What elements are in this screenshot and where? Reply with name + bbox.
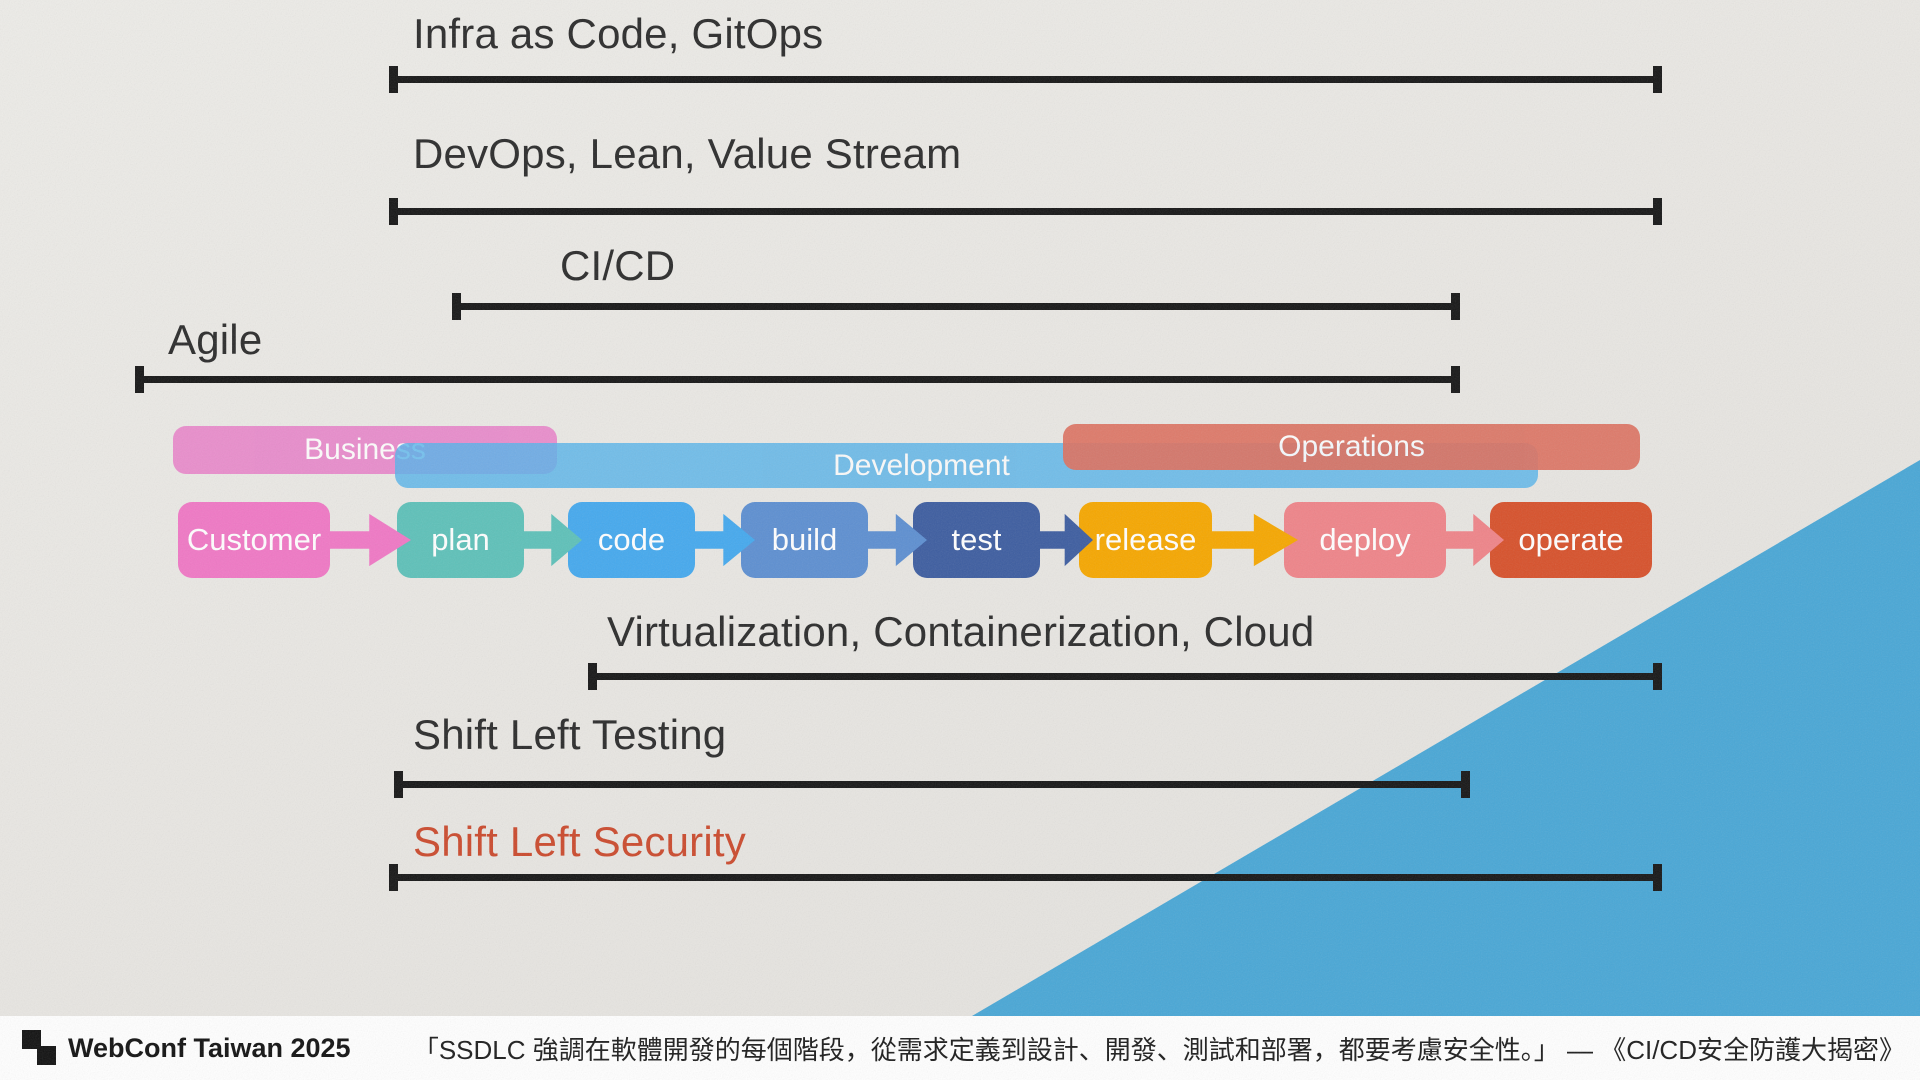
pipeline-stage-customer: Customer — [178, 502, 330, 578]
span-label: Infra as Code, GitOps — [413, 10, 824, 57]
pipeline-stage-deploy: deploy — [1284, 502, 1446, 578]
arrow-shape — [689, 513, 755, 567]
arrow-right-icon — [862, 513, 927, 567]
band-operations: Operations — [1063, 424, 1640, 470]
arrow-right-icon — [324, 513, 411, 567]
bracket-line — [137, 376, 1458, 383]
bracket-line — [391, 874, 1660, 881]
span-bracket — [135, 366, 1460, 393]
arrow-shape — [1440, 513, 1504, 567]
arrow-right-icon — [1440, 513, 1504, 567]
webconf-logo-icon — [20, 1028, 60, 1068]
pipeline-stage-operate: operate — [1490, 502, 1652, 578]
span-label: CI/CD — [560, 242, 676, 289]
arrow-right-icon — [689, 513, 755, 567]
arrow-shape — [862, 513, 927, 567]
arrow-shape — [1034, 513, 1093, 567]
span-bracket — [389, 198, 1662, 225]
span-bracket — [389, 66, 1662, 93]
bracket-line — [396, 781, 1468, 788]
arrow-right-icon — [518, 513, 582, 567]
span-bracket — [452, 293, 1460, 320]
bracket-line — [454, 303, 1458, 310]
bracket-line — [391, 76, 1660, 83]
span-label: Shift Left Testing — [413, 711, 727, 758]
footer-quote: 「SSDLC 強調在軟體開發的每個階段，從需求定義到設計、開發、測試和部署，都要… — [412, 1034, 1905, 1065]
logo-square — [37, 1046, 56, 1065]
span-label: DevOps, Lean, Value Stream — [413, 130, 962, 177]
span-label: Agile — [168, 316, 263, 363]
footer-brand: WebConf Taiwan 2025 — [68, 1032, 351, 1063]
bracket-line — [590, 673, 1660, 680]
arrow-right-icon — [1034, 513, 1093, 567]
footer-bar: WebConf Taiwan 2025 「SSDLC 強調在軟體開發的每個階段，… — [0, 1016, 1920, 1080]
pipeline-stage-test: test — [913, 502, 1040, 578]
pipeline-stage-release: release — [1079, 502, 1212, 578]
span-label: Virtualization, Containerization, Cloud — [607, 608, 1315, 655]
span-bracket — [588, 663, 1662, 690]
pipeline-stage-plan: plan — [397, 502, 524, 578]
arrow-right-icon — [1206, 513, 1298, 567]
bracket-line — [391, 208, 1660, 215]
arrow-shape — [324, 513, 411, 567]
pipeline-stage-code: code — [568, 502, 695, 578]
pipeline-stage-build: build — [741, 502, 868, 578]
span-bracket — [394, 771, 1470, 798]
arrow-shape — [518, 513, 582, 567]
span-label: Shift Left Security — [413, 818, 746, 865]
span-bracket — [389, 864, 1662, 891]
arrow-shape — [1206, 513, 1298, 567]
